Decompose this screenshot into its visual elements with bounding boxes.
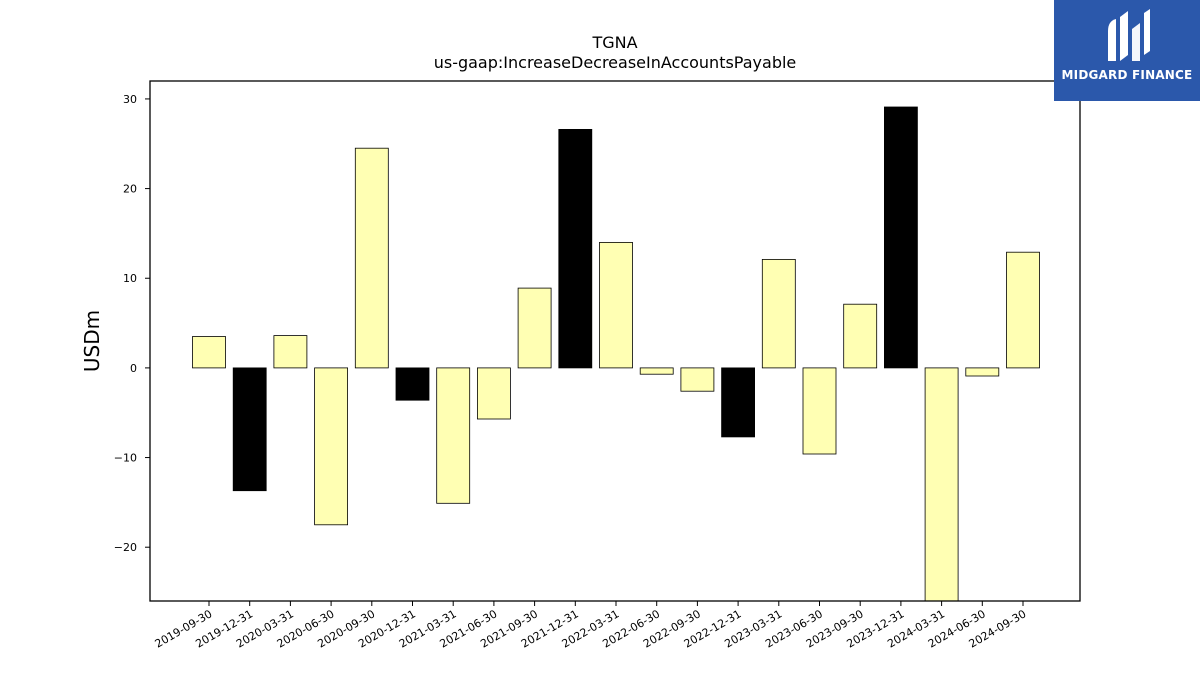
bar-2020-06-30 bbox=[314, 367, 349, 526]
midgard-logo-icon bbox=[1108, 9, 1150, 61]
bar-2023-03-31 bbox=[761, 258, 796, 369]
y-tick-label: 20 bbox=[123, 183, 137, 196]
bar-2020-12-31 bbox=[395, 367, 430, 401]
x-axis-ticks: 2019-09-302019-12-312020-03-312020-06-30… bbox=[153, 601, 1029, 651]
y-tick-label: −20 bbox=[114, 541, 137, 554]
y-axis-ticks: −20 −10 0 10 20 30 bbox=[114, 93, 150, 554]
bar-2021-09-30 bbox=[517, 287, 552, 369]
logo-text: MIDGARD FINANCE bbox=[1061, 68, 1193, 82]
bar-2021-06-30 bbox=[476, 367, 511, 420]
chart-title: TGNA bbox=[591, 33, 637, 52]
bar-2022-03-31 bbox=[599, 241, 633, 369]
bar-2020-09-30 bbox=[354, 147, 389, 369]
bar-2022-12-31 bbox=[721, 367, 755, 438]
midgard-finance-logo: MIDGARD FINANCE bbox=[1054, 0, 1200, 101]
bar-2023-12-31 bbox=[884, 106, 918, 369]
plot-frame bbox=[149, 80, 1081, 602]
y-tick-label: −10 bbox=[114, 452, 137, 465]
bar-2021-03-31 bbox=[436, 367, 471, 504]
bar-2024-06-30 bbox=[965, 367, 1000, 377]
bar-2022-09-30 bbox=[680, 367, 715, 392]
chart-subtitle: us-gaap:IncreaseDecreaseInAccountsPayabl… bbox=[434, 53, 797, 72]
bar-2024-03-31 bbox=[924, 367, 959, 602]
bar-2022-06-30 bbox=[639, 367, 674, 375]
y-tick-label: 0 bbox=[130, 362, 137, 375]
y-tick-label: 10 bbox=[123, 272, 137, 285]
bar-2023-06-30 bbox=[802, 367, 837, 455]
bar-2019-12-31 bbox=[232, 367, 267, 492]
bar-2024-09-30 bbox=[1006, 251, 1040, 369]
bars-group bbox=[192, 106, 1040, 602]
bar-2020-03-31 bbox=[273, 335, 308, 369]
y-tick-label: 30 bbox=[123, 93, 137, 106]
bar-2023-09-30 bbox=[843, 303, 878, 369]
y-axis-label: USDm bbox=[80, 310, 104, 372]
bar-2021-12-31 bbox=[558, 128, 593, 369]
bar-2019-09-30 bbox=[192, 336, 226, 369]
